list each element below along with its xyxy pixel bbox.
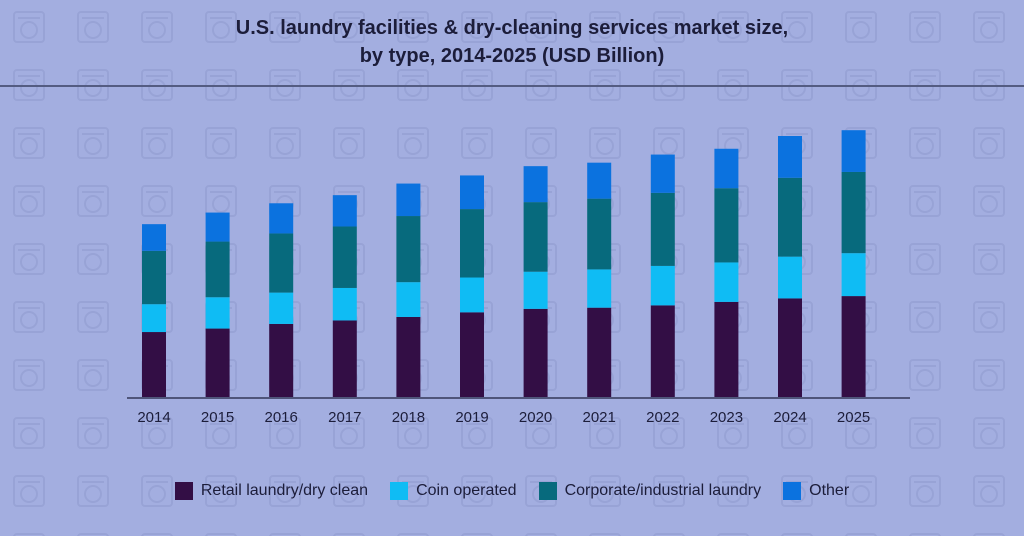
bar-coin-2021 <box>587 269 612 308</box>
bar-other-2015 <box>205 212 230 242</box>
legend-swatch-other <box>783 482 802 500</box>
bar-retail-2021 <box>587 307 612 397</box>
x-tick-label-2021: 2021 <box>583 409 616 426</box>
legend-item-corporate: Corporate/industrial laundry <box>538 482 762 500</box>
bar-coin-2019 <box>460 277 484 313</box>
bar-other-2017 <box>332 195 357 227</box>
x-tick-label-2022: 2022 <box>646 409 679 426</box>
bar-corporate-2017 <box>332 226 357 288</box>
bar-corporate-2014 <box>142 250 166 305</box>
bar-other-2024 <box>778 136 802 178</box>
bar-coin-2025 <box>841 253 866 297</box>
bar-retail-2020 <box>523 308 548 397</box>
bar-corporate-2020 <box>523 202 548 272</box>
bar-other-2020 <box>523 166 548 203</box>
bar-other-2022 <box>650 154 675 193</box>
title-divider <box>0 85 1024 87</box>
bar-other-2014 <box>142 224 166 251</box>
bar-retail-2023 <box>714 301 739 397</box>
bar-coin-2015 <box>205 297 230 329</box>
bar-coin-2014 <box>142 304 166 333</box>
legend-label-other: Other <box>809 482 850 499</box>
bar-retail-2017 <box>332 320 357 397</box>
x-tick-label-2015: 2015 <box>201 409 234 426</box>
x-tick-label-2016: 2016 <box>265 409 298 426</box>
x-tick-label-2025: 2025 <box>837 409 870 426</box>
x-tick-label-2017: 2017 <box>328 409 361 426</box>
bar-coin-2017 <box>332 287 357 321</box>
x-tick-label-2023: 2023 <box>710 409 743 426</box>
bar-coin-2020 <box>523 271 548 309</box>
x-tick-label-2020: 2020 <box>519 409 552 426</box>
x-tick-label-2018: 2018 <box>392 409 425 426</box>
bar-corporate-2016 <box>269 233 294 293</box>
bar-coin-2023 <box>714 262 739 302</box>
bar-retail-2015 <box>205 328 230 397</box>
bar-other-2018 <box>396 183 421 217</box>
legend-item-retail: Retail laundry/dry clean <box>174 482 369 500</box>
chart-legend: Retail laundry/dry clean Coin operated C… <box>0 482 1024 500</box>
bar-retail-2016 <box>269 323 294 397</box>
chart-title: U.S. laundry facilities & dry-cleaning s… <box>0 14 1024 70</box>
bar-retail-2019 <box>460 312 484 397</box>
bar-coin-2016 <box>269 292 294 324</box>
bar-other-2023 <box>714 148 739 189</box>
legend-swatch-corporate <box>538 482 557 500</box>
x-tick-label-2024: 2024 <box>773 409 806 426</box>
bar-coin-2018 <box>396 282 421 317</box>
bar-other-2019 <box>460 175 484 210</box>
bar-corporate-2021 <box>587 198 612 270</box>
legend-swatch-retail <box>174 482 193 500</box>
bar-retail-2025 <box>841 296 866 397</box>
bar-corporate-2022 <box>650 192 675 266</box>
x-tick-label-2014: 2014 <box>137 409 170 426</box>
bar-other-2016 <box>269 203 294 234</box>
chart-title-line-1: U.S. laundry facilities & dry-cleaning s… <box>235 17 789 39</box>
bar-retail-2022 <box>650 305 675 397</box>
bar-retail-2018 <box>396 316 421 397</box>
chart-title-line-2: by type, 2014-2025 (USD Billion) <box>359 45 665 67</box>
x-tick-label-2019: 2019 <box>455 409 488 426</box>
bar-other-2021 <box>587 162 612 199</box>
bar-other-2025 <box>841 130 866 172</box>
bar-corporate-2023 <box>714 188 739 263</box>
bar-coin-2022 <box>650 265 675 306</box>
bar-corporate-2024 <box>778 177 802 257</box>
legend-item-other: Other <box>783 482 849 500</box>
bar-coin-2024 <box>778 256 802 299</box>
bar-corporate-2018 <box>396 216 421 283</box>
bar-corporate-2025 <box>841 171 866 254</box>
bar-corporate-2015 <box>205 241 230 298</box>
legend-swatch-coin <box>390 482 409 500</box>
legend-label-coin: Coin operated <box>416 482 517 499</box>
stacked-bar-chart: 2014 2015 2016 2017 2018 2019 2020 2021 2022 2023… <box>127 130 910 426</box>
bar-corporate-2019 <box>460 209 484 278</box>
bar-retail-2014 <box>142 332 166 397</box>
bar-retail-2024 <box>778 298 802 397</box>
legend-label-retail: Retail laundry/dry clean <box>200 482 369 499</box>
legend-label-corporate: Corporate/industrial laundry <box>564 482 762 499</box>
legend-item-coin: Coin operated <box>390 482 517 500</box>
